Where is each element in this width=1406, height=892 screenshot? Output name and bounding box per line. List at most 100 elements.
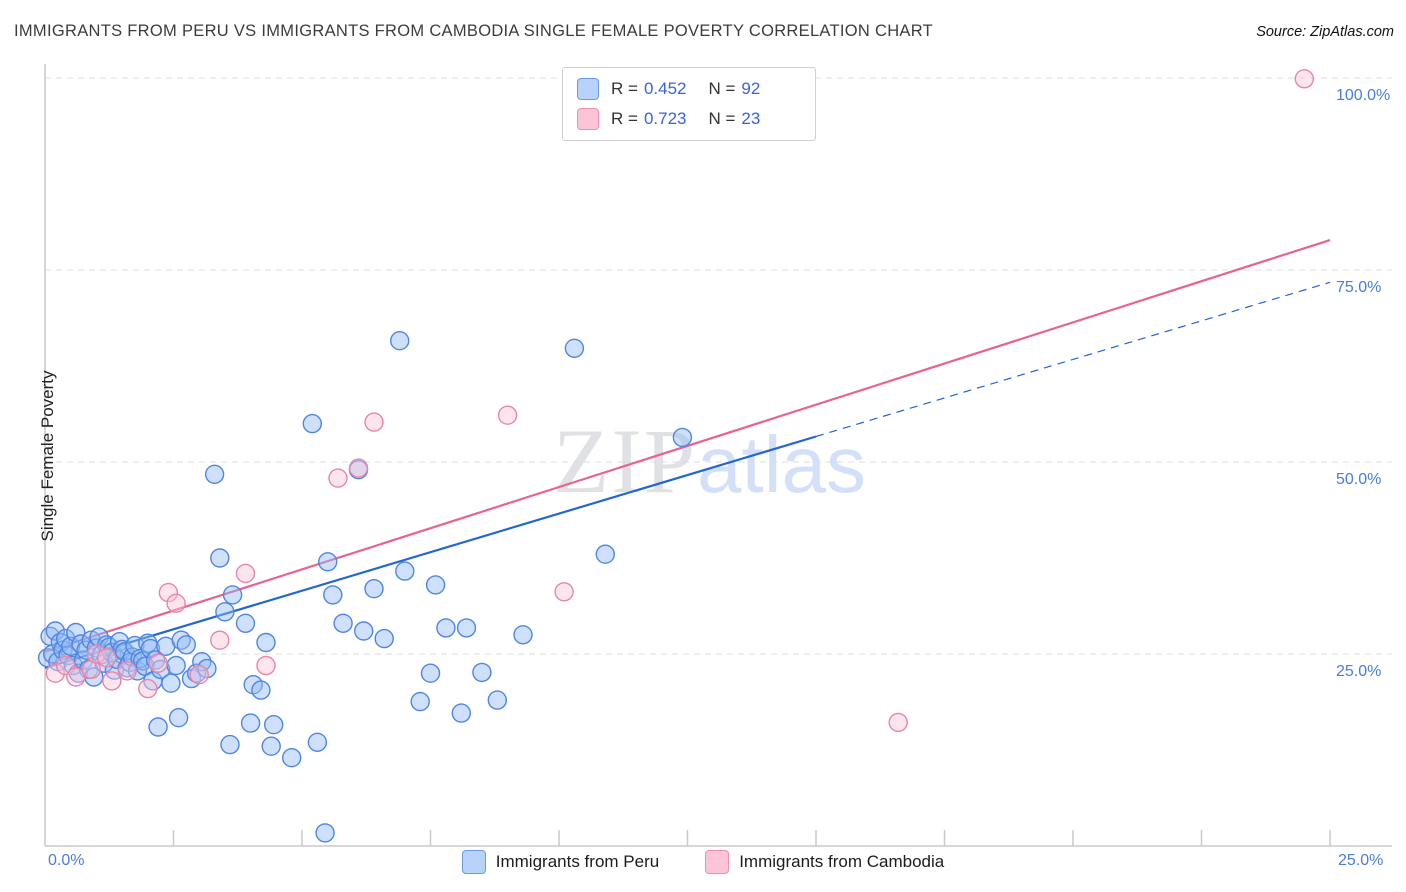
y-tick-label-50: 50.0%	[1336, 471, 1382, 488]
n-label: N =	[708, 79, 736, 98]
data-point-cambodia	[102, 671, 122, 691]
data-point-peru	[220, 734, 240, 755]
data-point-peru	[307, 732, 328, 752]
peru-swatch-icon	[577, 78, 599, 100]
data-point-peru	[215, 602, 235, 622]
y-tick-label-75: 75.0%	[1336, 279, 1382, 296]
data-point-peru	[323, 585, 343, 605]
data-point-cambodia	[888, 712, 908, 733]
data-point-peru	[161, 673, 181, 693]
data-point-peru	[109, 632, 130, 652]
data-point-peru	[672, 427, 693, 448]
data-point-peru	[222, 585, 243, 605]
data-point-peru	[256, 632, 276, 653]
trend-line-dashed	[815, 281, 1331, 438]
data-point-cambodia	[364, 412, 384, 432]
y-tick-label-25: 25.0%	[1336, 663, 1382, 680]
data-point-cambodia	[554, 582, 574, 602]
page-title: IMMIGRANTS FROM PERU VS IMMIGRANTS FROM …	[14, 22, 934, 40]
data-point-peru	[166, 655, 186, 676]
source-attribution: Source: ZipAtlas.com	[1256, 24, 1394, 40]
data-point-cambodia	[81, 659, 102, 680]
n-value-peru: 92	[741, 79, 761, 98]
legend-item-cambodia: Immigrants from Cambodia	[705, 850, 944, 874]
trend-line-solid	[44, 239, 1331, 653]
n-label: N =	[708, 109, 736, 128]
data-point-cambodia	[158, 582, 179, 603]
data-point-cambodia	[256, 655, 276, 676]
data-point-peru	[472, 662, 492, 683]
data-point-peru	[240, 713, 261, 733]
r-label: R =	[611, 79, 638, 98]
data-point-cambodia	[166, 593, 186, 613]
data-point-peru	[390, 331, 410, 351]
legend-row-cambodia: R = 0.723 N = 23	[577, 108, 801, 130]
data-point-peru	[145, 650, 166, 670]
data-point-cambodia	[117, 661, 137, 681]
data-point-peru	[210, 548, 230, 568]
legend-label-peru: Immigrants from Peru	[495, 852, 660, 871]
cambodia-swatch-icon	[577, 108, 599, 130]
cambodia-swatch-icon	[705, 850, 730, 874]
r-value-cambodia: 0.723	[643, 109, 687, 128]
y-tick-label-100: 100.0%	[1336, 87, 1391, 104]
data-point-peru	[235, 613, 256, 633]
data-point-peru	[168, 708, 189, 728]
legend-item-peru: Immigrants from Peru	[461, 850, 660, 874]
data-point-peru	[71, 634, 91, 654]
correlation-legend-box: R = 0.452 N = 92 R = 0.723 N = 23	[562, 67, 816, 141]
data-point-peru	[420, 663, 441, 683]
data-point-peru	[66, 622, 86, 643]
r-value-peru: 0.452	[643, 79, 687, 98]
data-point-peru	[261, 736, 281, 756]
data-point-peru	[264, 715, 284, 735]
peru-swatch-icon	[461, 850, 486, 874]
trend-line-solid	[44, 435, 817, 669]
data-point-peru	[251, 680, 271, 700]
data-point-peru	[410, 691, 430, 712]
data-point-peru	[176, 635, 197, 655]
data-point-cambodia	[45, 663, 65, 683]
data-point-peru	[318, 552, 338, 572]
data-point-peru	[564, 338, 585, 358]
data-point-cambodia	[86, 644, 107, 664]
data-point-peru	[395, 561, 415, 581]
data-point-peru	[364, 579, 384, 599]
data-point-cambodia	[497, 405, 518, 425]
data-point-peru	[451, 703, 471, 723]
data-point-peru	[436, 618, 456, 638]
data-point-peru	[282, 748, 302, 768]
r-label: R =	[611, 109, 638, 128]
data-point-peru	[374, 628, 394, 649]
data-point-peru	[425, 575, 446, 595]
legend-row-peru: R = 0.452 N = 92	[577, 78, 801, 100]
y-axis-title: Single Female Poverty	[38, 370, 57, 542]
x-tick-label-max: 25.0%	[1338, 852, 1384, 869]
data-point-cambodia	[210, 630, 230, 650]
data-point-cambodia	[148, 653, 168, 673]
data-point-peru	[595, 544, 615, 564]
data-point-cambodia	[348, 458, 369, 478]
data-point-peru	[148, 717, 168, 737]
data-point-peru	[204, 464, 225, 484]
data-point-peru	[333, 613, 353, 633]
data-point-cambodia	[189, 665, 209, 685]
data-point-cambodia	[328, 468, 348, 488]
data-point-peru	[487, 690, 507, 710]
data-point-cambodia	[1294, 69, 1315, 89]
x-tick-label-min: 0.0%	[48, 852, 85, 869]
series-legend: Immigrants from Peru Immigrants from Cam…	[0, 850, 1406, 874]
data-point-peru	[197, 658, 217, 679]
data-point-peru	[456, 618, 477, 638]
data-point-cambodia	[66, 667, 86, 687]
data-point-peru	[302, 413, 322, 434]
data-point-peru	[45, 621, 65, 641]
data-point-cambodia	[235, 563, 256, 584]
data-point-cambodia	[96, 648, 117, 668]
data-point-peru	[513, 625, 533, 645]
legend-label-cambodia: Immigrants from Cambodia	[739, 852, 945, 871]
data-point-peru	[315, 823, 335, 843]
data-point-peru	[354, 621, 374, 641]
